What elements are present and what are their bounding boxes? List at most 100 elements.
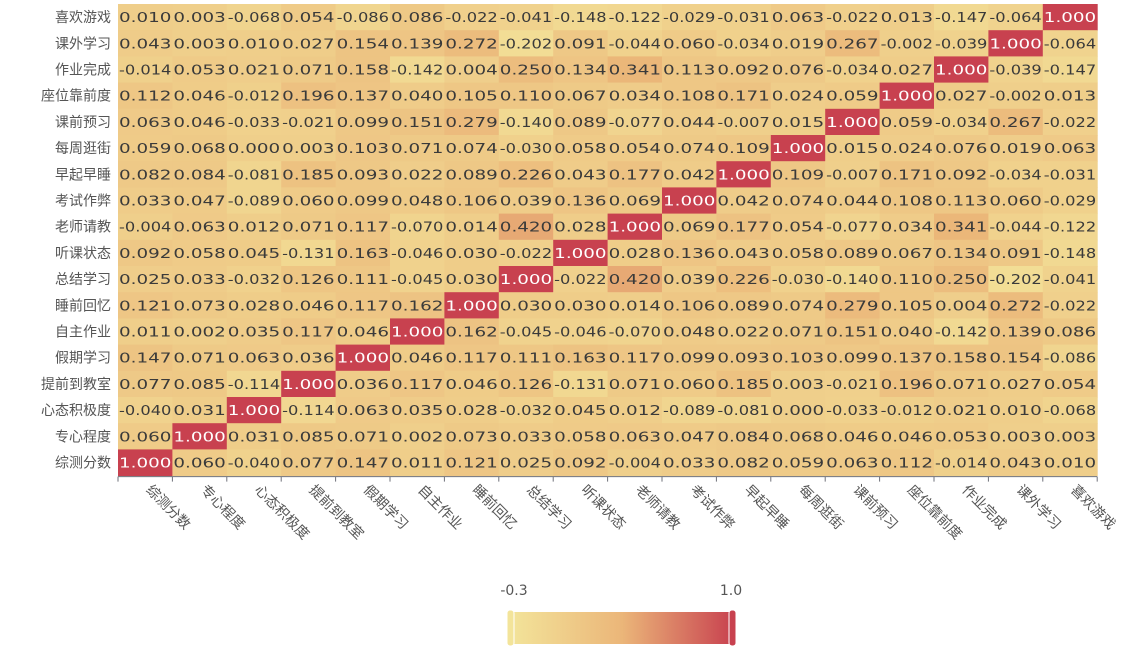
- heatmap-cell[interactable]: [498, 292, 554, 319]
- heatmap-cell[interactable]: [281, 239, 337, 267]
- heatmap-cell[interactable]: [1042, 187, 1098, 215]
- heatmap-cell[interactable]: [281, 187, 337, 215]
- heatmap-cell[interactable]: [1042, 213, 1098, 241]
- heatmap-cell[interactable]: [716, 135, 772, 162]
- visual-map-max-handle[interactable]: [728, 609, 737, 647]
- heatmap-cell[interactable]: [607, 397, 663, 424]
- heatmap-cell[interactable]: [444, 187, 500, 215]
- heatmap-cell[interactable]: [172, 30, 228, 57]
- heatmap-cell[interactable]: [444, 318, 500, 346]
- heatmap-cell[interactable]: [172, 161, 228, 188]
- heatmap-cell[interactable]: [390, 108, 445, 136]
- heatmap-cell[interactable]: [934, 4, 989, 31]
- heatmap-cell[interactable]: [934, 423, 989, 450]
- heatmap-cell[interactable]: [498, 30, 554, 57]
- heatmap-cell[interactable]: [934, 239, 989, 267]
- heatmap-cell[interactable]: [498, 135, 554, 162]
- heatmap-cell[interactable]: [770, 82, 826, 110]
- heatmap-cell[interactable]: [662, 423, 717, 450]
- heatmap-cell[interactable]: [444, 4, 500, 31]
- heatmap-cell[interactable]: [879, 4, 935, 31]
- heatmap-cell[interactable]: [988, 213, 1044, 241]
- heatmap-cell[interactable]: [444, 344, 500, 372]
- heatmap-cell[interactable]: [390, 187, 445, 215]
- heatmap-cell[interactable]: [335, 4, 391, 31]
- heatmap-cell[interactable]: [498, 423, 554, 450]
- heatmap-cell[interactable]: [825, 239, 881, 267]
- heatmap-cell[interactable]: [281, 449, 337, 477]
- heatmap-cell[interactable]: [390, 213, 445, 241]
- heatmap-cell[interactable]: [390, 239, 445, 267]
- heatmap-cell[interactable]: [498, 397, 554, 424]
- heatmap-cell[interactable]: [390, 82, 445, 110]
- heatmap-cell[interactable]: [172, 423, 228, 450]
- heatmap-cell[interactable]: [498, 82, 554, 110]
- heatmap-cell[interactable]: [607, 213, 663, 241]
- heatmap-cell[interactable]: [934, 108, 989, 136]
- heatmap-cell[interactable]: [770, 344, 826, 372]
- heatmap-cell[interactable]: [716, 161, 772, 188]
- heatmap-cell[interactable]: [607, 239, 663, 267]
- heatmap-cell[interactable]: [281, 370, 337, 398]
- heatmap-cell[interactable]: [553, 135, 609, 162]
- heatmap-cell[interactable]: [988, 161, 1044, 188]
- heatmap-cell[interactable]: [172, 135, 228, 162]
- heatmap-cell[interactable]: [1042, 161, 1098, 188]
- heatmap-cell[interactable]: [1042, 370, 1098, 398]
- heatmap-cell[interactable]: [498, 213, 554, 241]
- heatmap-cell[interactable]: [662, 397, 717, 424]
- heatmap-cell[interactable]: [879, 213, 935, 241]
- heatmap-cell[interactable]: [335, 292, 391, 319]
- heatmap-cell[interactable]: [172, 108, 228, 136]
- heatmap-cell[interactable]: [825, 108, 881, 136]
- heatmap-cell[interactable]: [335, 56, 391, 84]
- heatmap-cell[interactable]: [825, 318, 881, 346]
- heatmap-cell[interactable]: [118, 292, 173, 319]
- heatmap-cell[interactable]: [172, 4, 228, 31]
- heatmap-cell[interactable]: [988, 292, 1044, 319]
- heatmap-cell[interactable]: [662, 187, 717, 215]
- heatmap-cell[interactable]: [988, 344, 1044, 372]
- heatmap-cell[interactable]: [172, 397, 228, 424]
- heatmap-cell[interactable]: [281, 161, 337, 188]
- heatmap-cell[interactable]: [118, 449, 173, 477]
- heatmap-cell[interactable]: [498, 56, 554, 84]
- heatmap-cell[interactable]: [934, 344, 989, 372]
- heatmap-cell[interactable]: [825, 344, 881, 372]
- heatmap-cell[interactable]: [226, 4, 282, 31]
- heatmap-cell[interactable]: [662, 56, 717, 84]
- heatmap-cell[interactable]: [988, 423, 1044, 450]
- heatmap-cell[interactable]: [879, 423, 935, 450]
- heatmap-cell[interactable]: [607, 344, 663, 372]
- heatmap-cell[interactable]: [390, 318, 445, 346]
- heatmap-cell[interactable]: [1042, 344, 1098, 372]
- heatmap-cell[interactable]: [988, 56, 1044, 84]
- heatmap-cell[interactable]: [716, 56, 772, 84]
- heatmap-cell[interactable]: [662, 161, 717, 188]
- heatmap-cell[interactable]: [770, 135, 826, 162]
- heatmap-cell[interactable]: [226, 397, 282, 424]
- heatmap-cell[interactable]: [1042, 82, 1098, 110]
- heatmap-cell[interactable]: [607, 4, 663, 31]
- visual-map-min-handle[interactable]: [506, 609, 515, 647]
- heatmap-cell[interactable]: [118, 4, 173, 31]
- heatmap-cell[interactable]: [172, 344, 228, 372]
- heatmap-cell[interactable]: [335, 344, 391, 372]
- heatmap-cell[interactable]: [716, 266, 772, 293]
- heatmap-cell[interactable]: [444, 449, 500, 477]
- heatmap-cell[interactable]: [879, 449, 935, 477]
- heatmap-cell[interactable]: [825, 266, 881, 293]
- heatmap-cell[interactable]: [444, 370, 500, 398]
- heatmap-cell[interactable]: [444, 292, 500, 319]
- heatmap-cell[interactable]: [716, 187, 772, 215]
- heatmap-cell[interactable]: [118, 56, 173, 84]
- heatmap-cell[interactable]: [172, 292, 228, 319]
- heatmap-cell[interactable]: [825, 82, 881, 110]
- heatmap-cell[interactable]: [335, 239, 391, 267]
- heatmap-cell[interactable]: [770, 187, 826, 215]
- heatmap-cell[interactable]: [607, 423, 663, 450]
- heatmap-cell[interactable]: [498, 344, 554, 372]
- heatmap-cell[interactable]: [716, 239, 772, 267]
- heatmap-cell[interactable]: [1042, 292, 1098, 319]
- heatmap-cell[interactable]: [172, 213, 228, 241]
